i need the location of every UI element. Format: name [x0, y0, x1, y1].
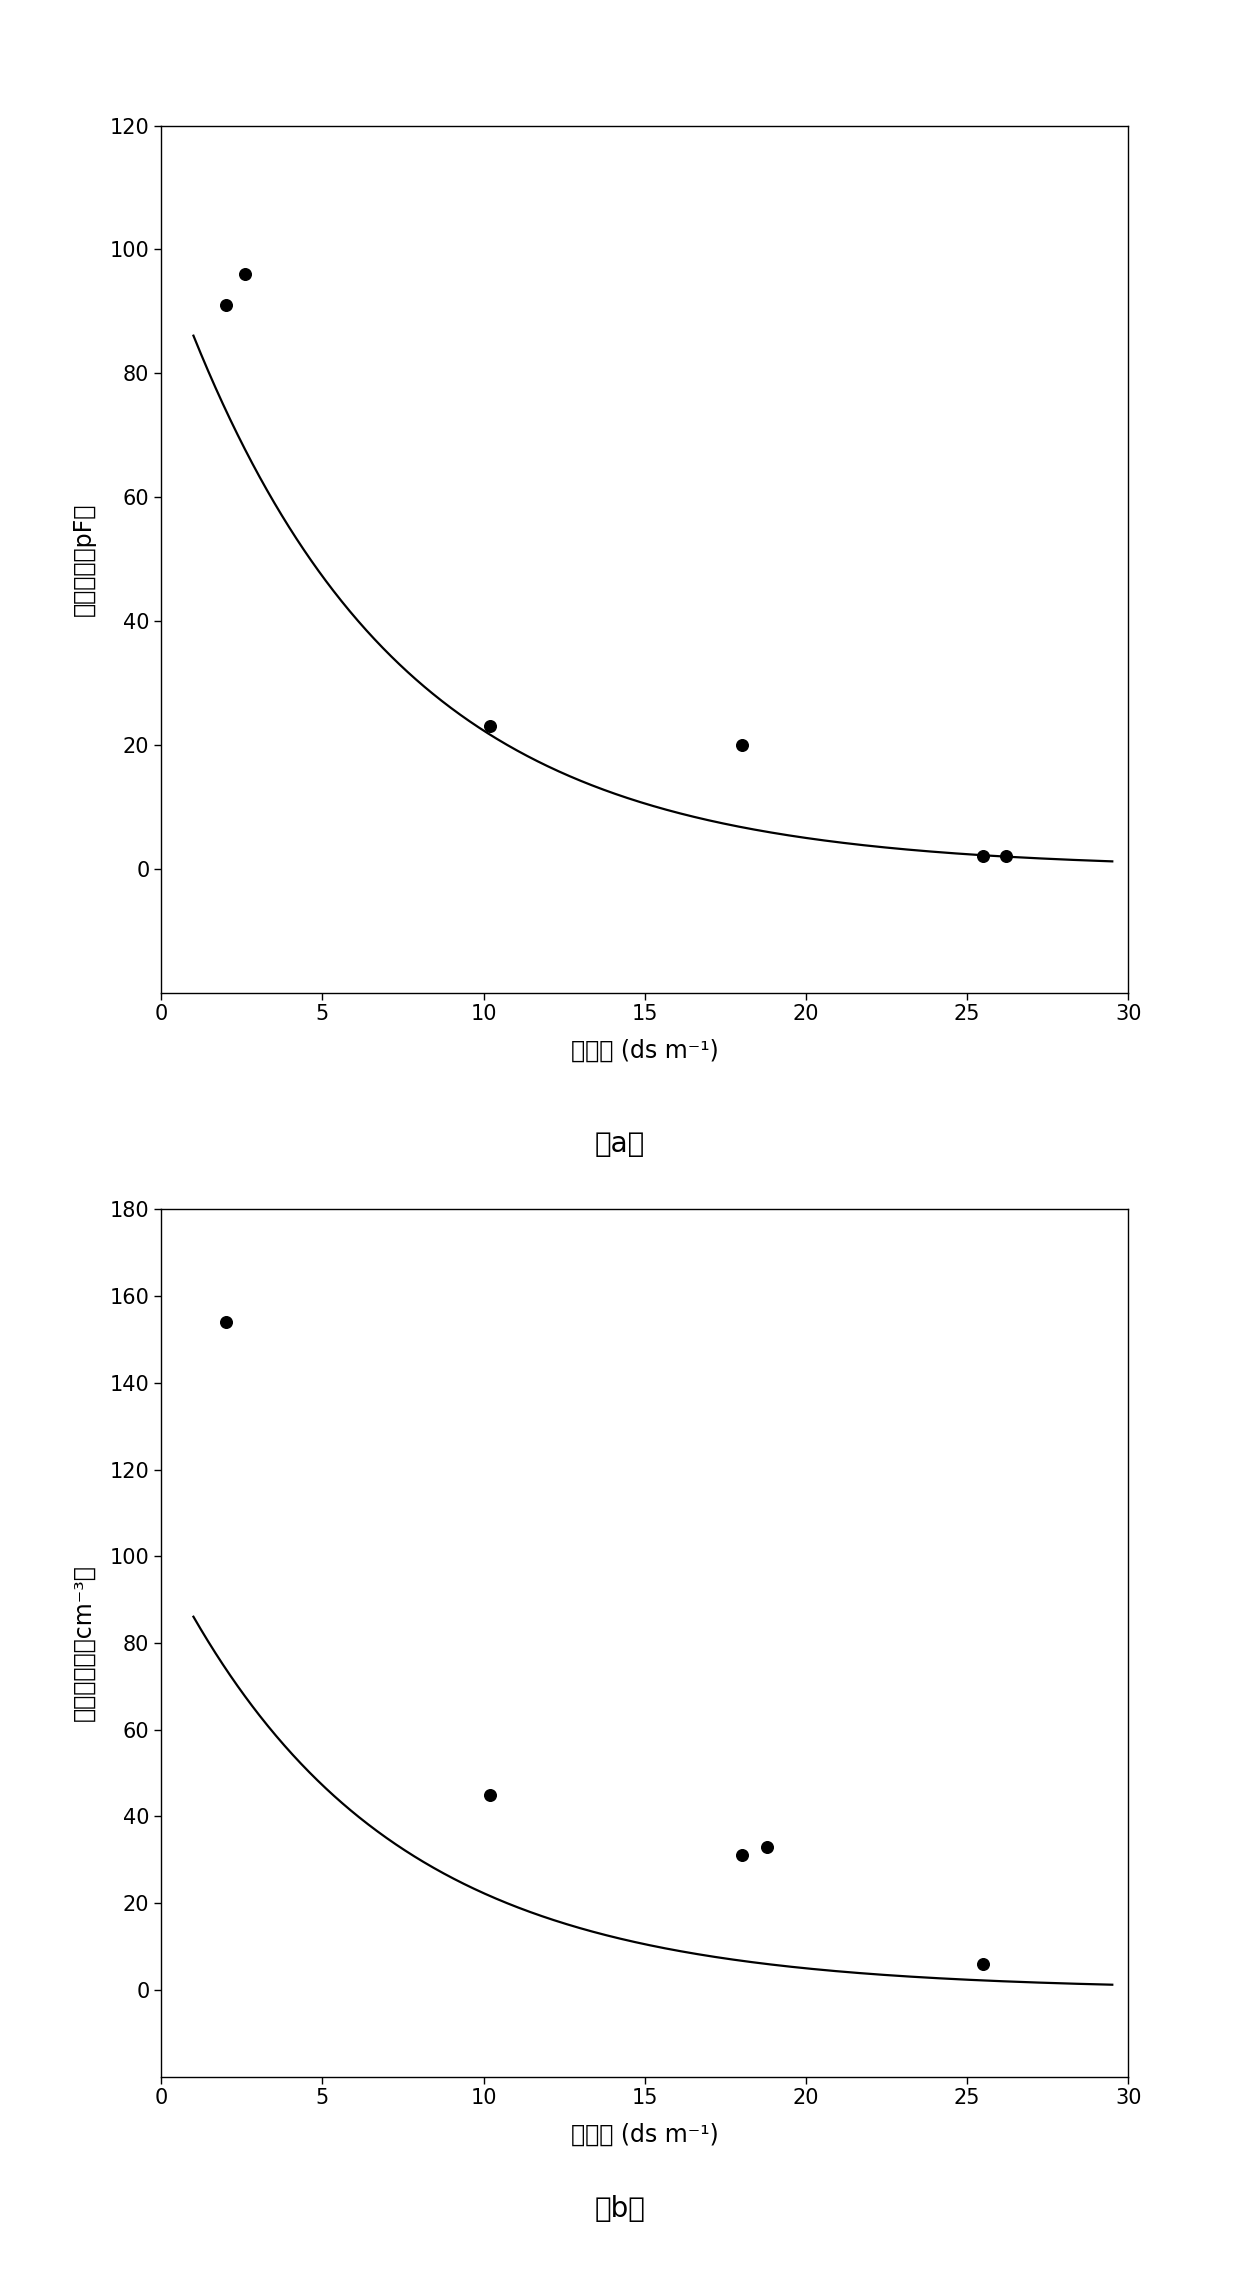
Point [216, 288, 236, 324]
Point [216, 1303, 236, 1340]
Point [236, 256, 255, 292]
X-axis label: 盐浓度 (ds m⁻¹): 盐浓度 (ds m⁻¹) [570, 1038, 719, 1063]
Text: （a）: （a） [595, 1130, 645, 1157]
Y-axis label: 叶片紧张度（cm⁻³）: 叶片紧张度（cm⁻³） [72, 1565, 95, 1721]
Point [758, 1828, 777, 1864]
Point [480, 707, 500, 744]
Y-axis label: 生理电容（pF）: 生理电容（pF） [72, 502, 95, 616]
Point [480, 1775, 500, 1812]
Text: （b）: （b） [594, 2195, 646, 2223]
Point [996, 837, 1016, 874]
Point [732, 1837, 751, 1874]
Point [973, 1947, 993, 1983]
Point [732, 726, 751, 762]
X-axis label: 盐浓度 (ds m⁻¹): 盐浓度 (ds m⁻¹) [570, 2122, 719, 2147]
Point [973, 837, 993, 874]
